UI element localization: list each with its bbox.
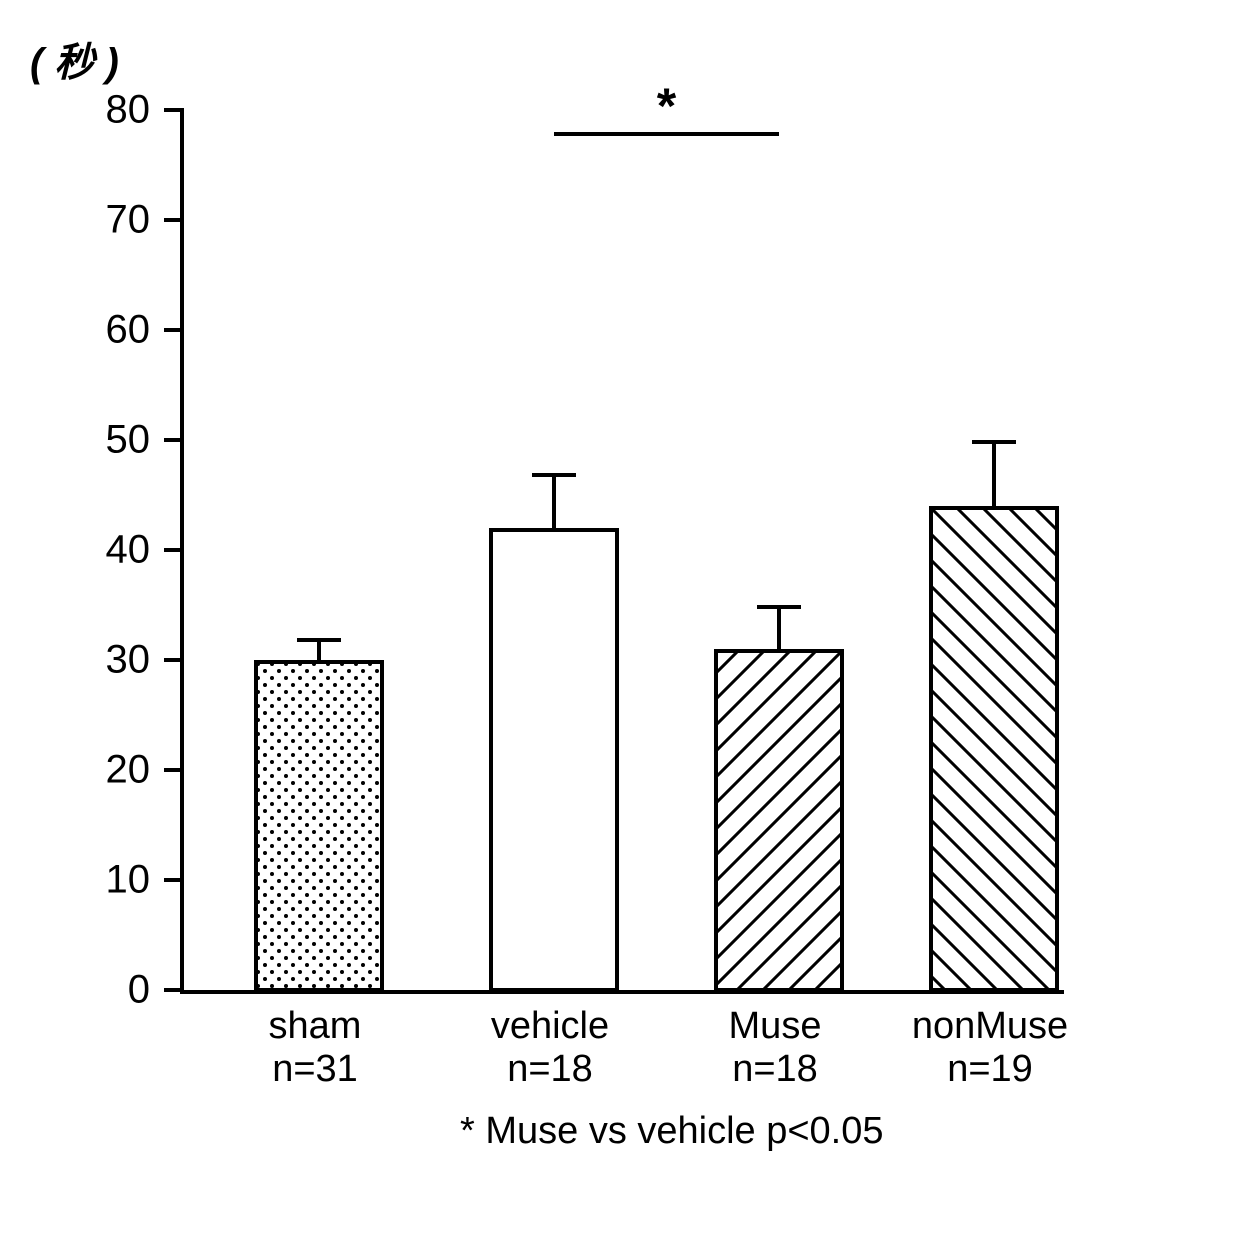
y-tick (164, 108, 184, 112)
y-tick-label: 70 (70, 198, 150, 243)
x-label-vehicle: vehicle n=18 (450, 1005, 650, 1091)
y-tick (164, 768, 184, 772)
bar-sham (254, 660, 384, 990)
y-tick (164, 218, 184, 222)
y-tick (164, 548, 184, 552)
y-tick-label: 0 (70, 968, 150, 1013)
bar-chart: ( 秒 ) * * Muse vs vehicle p<0.05 0 10 20 30… (30, 30, 1130, 1180)
x-label-Muse: Muse n=18 (675, 1005, 875, 1091)
bar-vehicle (489, 528, 619, 990)
y-tick (164, 988, 184, 992)
plot-area: * (180, 110, 1064, 994)
y-tick-label: 20 (70, 748, 150, 793)
y-tick-label: 30 (70, 638, 150, 683)
error-bar (992, 442, 996, 508)
y-tick-label: 10 (70, 858, 150, 903)
significance-footnote: * Muse vs vehicle p<0.05 (460, 1110, 884, 1153)
error-cap (972, 440, 1016, 444)
y-tick (164, 438, 184, 442)
bar-Muse (714, 649, 844, 990)
error-cap (532, 473, 576, 477)
y-tick (164, 328, 184, 332)
error-bar (552, 475, 556, 530)
x-label-sham: sham n=31 (215, 1005, 415, 1091)
y-tick-label: 40 (70, 528, 150, 573)
y-tick-label: 80 (70, 88, 150, 133)
y-tick (164, 878, 184, 882)
error-cap (757, 605, 801, 609)
y-tick (164, 658, 184, 662)
y-axis-unit: ( 秒 ) (30, 30, 119, 88)
bar-nonMuse (929, 506, 1059, 990)
error-bar (777, 607, 781, 651)
significance-marker: * (657, 77, 676, 135)
y-tick-label: 50 (70, 418, 150, 463)
x-label-nonMuse: nonMuse n=19 (890, 1005, 1090, 1091)
error-bar (317, 640, 321, 662)
error-cap (297, 638, 341, 642)
y-tick-label: 60 (70, 308, 150, 353)
